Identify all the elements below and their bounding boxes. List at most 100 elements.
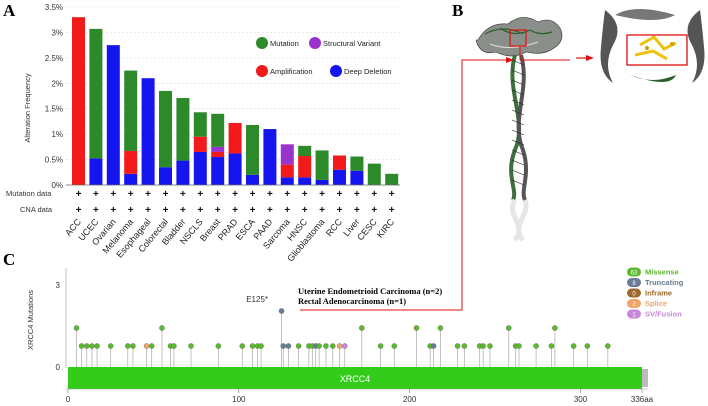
lollipop-head-missense <box>78 343 85 349</box>
legend-deep-deletion-label: Deep Deletion <box>344 67 392 76</box>
row-label-mutation-data: Mutation data <box>6 189 52 198</box>
bar-esophageal-deep-deletion <box>141 78 155 185</box>
bar-bladder-mutation <box>176 98 190 161</box>
mutation-data-plus: + <box>145 189 151 200</box>
mutation-data-plus: + <box>197 189 203 200</box>
lollipop-head-missense <box>188 343 194 349</box>
lollipop-head-missense <box>148 343 155 349</box>
mutation-data-plus: + <box>284 189 290 200</box>
cna-data-plus: + <box>267 205 273 216</box>
mutation-data-plus: + <box>76 189 82 200</box>
y-tick-label: 0% <box>51 181 63 190</box>
x-tick-label: 200 <box>403 395 417 404</box>
legend-badge <box>627 299 641 308</box>
x-tick-label: 300 <box>574 395 588 404</box>
mutation-data-plus: + <box>215 189 221 200</box>
cna-data-plus: + <box>163 205 169 216</box>
bar-nscls-deep-deletion <box>193 151 207 185</box>
cna-data-plus: + <box>302 205 308 216</box>
x-tick-label: 0 <box>66 395 71 404</box>
mutation-data-plus: + <box>232 189 238 200</box>
legend-amplification-dot <box>256 65 268 77</box>
bar-esca-deep-deletion <box>246 174 259 185</box>
legend-structural-dot <box>309 37 321 49</box>
legend-label: Splice <box>645 299 667 308</box>
hotspot-label: E125* <box>246 295 268 304</box>
mutation-data-plus: + <box>267 189 273 200</box>
legend-label: Missense <box>645 268 679 277</box>
lollipop-head-missense <box>454 343 461 349</box>
legend-badge <box>627 267 641 277</box>
bar-rcc-amplification <box>333 155 346 170</box>
annotation-line-1: Uterine Endometrioid Carcinoma (n=2) <box>298 286 442 296</box>
xrcc4-protein-bar <box>68 367 642 389</box>
protein-head-domain-image <box>475 17 563 57</box>
lollipop-head-missense <box>413 325 420 331</box>
y-tick-label: 1% <box>51 130 63 139</box>
lollipop-head-missense <box>258 343 264 349</box>
mutation-data-plus: + <box>163 189 169 200</box>
bar-breast-structural-variant <box>211 146 225 152</box>
lollipop-head-truncating <box>430 343 437 349</box>
cna-data-plus: + <box>354 205 360 216</box>
lollipop-head-missense <box>215 343 222 349</box>
bar-hnsc-mutation <box>298 145 312 157</box>
legend-badge <box>627 278 641 287</box>
coiled-coil-stalk-image <box>509 54 529 242</box>
lollipop-head-missense <box>552 325 558 331</box>
panel-c-ytick-3: 3 <box>56 281 61 290</box>
cna-data-plus: + <box>110 205 116 216</box>
lollipop-head-missense <box>391 343 398 349</box>
panel-c-y-axis-label: XRCC4 Mutations <box>26 290 35 350</box>
legend-count: 1 <box>632 312 636 318</box>
lollipop-head-missense <box>73 325 80 331</box>
legend-count: 8 <box>632 281 636 287</box>
lollipop-head-sv-fusion <box>341 343 348 349</box>
legend-mutation-dot <box>256 37 268 49</box>
cna-data-plus: + <box>93 205 99 216</box>
mutation-data-plus: + <box>180 189 186 200</box>
lollipop-head-missense <box>516 343 522 349</box>
category-label: CESC <box>355 216 379 242</box>
residue-zoom-inset-image <box>600 9 705 83</box>
panel-a-bar-chart: 0% 0.5% 1% 1.5% 2% 2.5% 3% 3.5% Alteration Freq… <box>6 3 400 264</box>
lollipop-head-missense <box>605 343 611 349</box>
bar-paad-deep-deletion <box>263 129 277 185</box>
legend-mutation-label: Mutation <box>270 39 299 48</box>
bar-prad-amplification <box>228 122 242 154</box>
bar-prad-deep-deletion <box>228 153 242 185</box>
legend-count: 0 <box>632 291 636 297</box>
zoom-arrowhead <box>586 55 594 61</box>
lollipop-head-missense <box>487 343 493 349</box>
bar-sarcoma-structural-variant <box>280 144 294 165</box>
lollipop-head-missense <box>94 343 100 349</box>
bar-glioblastoma-deep-deletion <box>315 179 329 185</box>
protein-bar-tail <box>642 369 648 387</box>
lollipop-head-missense <box>548 343 555 349</box>
lollipop-head-missense <box>330 343 336 349</box>
annotation-line-2: Rectal Adenocarcinoma (n=1) <box>298 296 406 306</box>
panel-c-legend: 63 Missense 8 Truncating 0 Inframe 2 Splice 1 SV/… <box>627 267 684 319</box>
bar-melanoma-mutation <box>124 70 138 151</box>
panel-a-y-ticks: 0% 0.5% 1% 1.5% 2% 2.5% 3% 3.5% <box>45 3 63 190</box>
cna-data-plus: + <box>76 205 82 216</box>
bar-liver-mutation <box>350 156 364 171</box>
cna-data-plus: + <box>145 205 151 216</box>
bar-colorectal-deep-deletion <box>159 167 172 185</box>
bar-colorectal-mutation <box>159 90 172 168</box>
bar-liver-deep-deletion <box>350 170 364 185</box>
cna-data-plus: + <box>128 205 134 216</box>
cna-data-plus: + <box>319 205 325 216</box>
bar-breast-deep-deletion <box>211 157 225 185</box>
legend-count: 63 <box>631 270 638 276</box>
lollipop-head-missense <box>125 343 131 349</box>
panel-a-category-labels: ACCUCECOvarianMelanomaEsophagealColorect… <box>63 216 396 263</box>
cna-data-plus: + <box>180 205 186 216</box>
panel-c-lollipop-chart: XRCC4 Mutations 3 0 XRCC4 0 100 200 300 336a… <box>26 267 684 404</box>
row-label-cna-data: CNA data <box>20 205 53 214</box>
panel-a-y-axis-label: Alteration Frequency <box>23 73 32 142</box>
mutation-data-plus: + <box>354 189 360 200</box>
cna-data-plus: + <box>250 205 256 216</box>
bar-nscls-amplification <box>193 136 207 152</box>
